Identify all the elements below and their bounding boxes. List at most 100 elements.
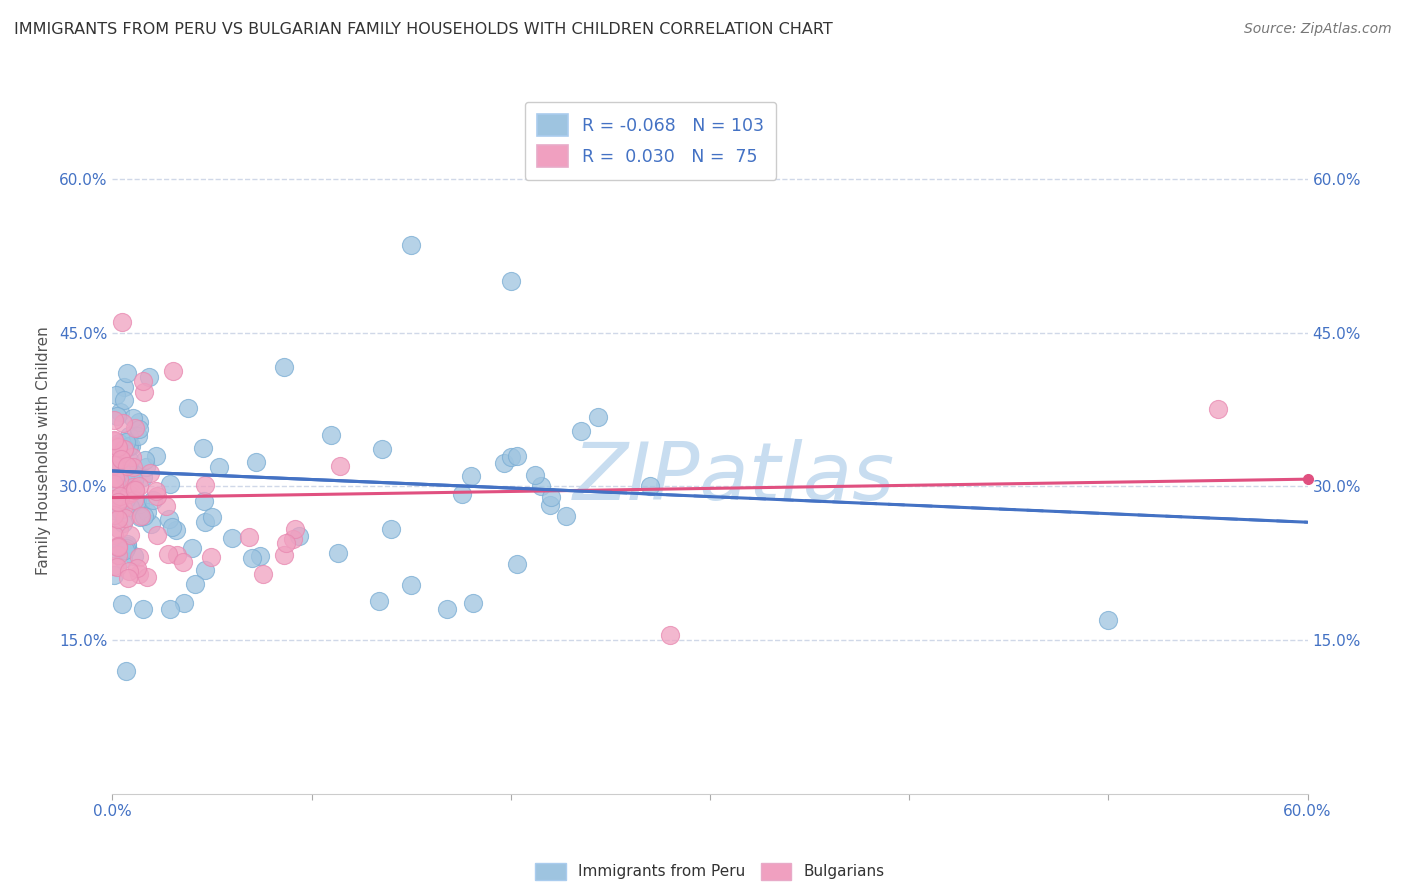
Point	[157, 547, 180, 561]
Point	[184, 576, 207, 591]
Point	[131, 375, 153, 389]
Point	[103, 453, 125, 467]
Point	[329, 458, 352, 473]
Point	[110, 538, 132, 552]
Point	[110, 447, 132, 461]
Point	[108, 472, 131, 486]
Point	[128, 566, 150, 581]
Point	[142, 492, 165, 507]
Point	[107, 541, 129, 555]
Point	[157, 512, 180, 526]
Point	[112, 416, 135, 430]
Point	[105, 439, 128, 453]
Point	[112, 442, 135, 457]
Point	[128, 416, 150, 430]
Point	[494, 456, 516, 470]
Point	[540, 490, 562, 504]
Point	[111, 315, 134, 329]
Point	[166, 548, 188, 562]
Point	[112, 393, 135, 408]
Point	[124, 420, 146, 434]
Legend: Immigrants from Peru, Bulgarians: Immigrants from Peru, Bulgarians	[529, 856, 891, 887]
Point	[1206, 402, 1229, 417]
Point	[115, 366, 138, 380]
Point	[108, 503, 131, 517]
Point	[103, 434, 125, 449]
Point	[1097, 613, 1119, 627]
Point	[108, 521, 131, 535]
Point	[134, 453, 156, 467]
Point	[194, 477, 217, 491]
Point	[273, 359, 295, 374]
Point	[120, 454, 142, 468]
Point	[105, 409, 128, 424]
Point	[122, 459, 145, 474]
Point	[103, 433, 125, 447]
Point	[181, 541, 204, 555]
Point	[117, 440, 139, 454]
Point	[319, 427, 342, 442]
Point	[115, 664, 138, 678]
Point	[136, 569, 159, 583]
Point	[281, 532, 304, 546]
Point	[108, 405, 131, 419]
Point	[249, 549, 271, 563]
Point	[108, 492, 131, 507]
Point	[112, 380, 135, 394]
Point	[110, 463, 132, 477]
Point	[103, 508, 125, 522]
Point	[193, 493, 215, 508]
Point	[105, 559, 128, 574]
Point	[107, 547, 129, 561]
Point	[114, 471, 136, 485]
Point	[112, 516, 135, 530]
Point	[107, 539, 129, 553]
Point	[120, 528, 142, 542]
Point	[208, 460, 231, 475]
Text: Source: ZipAtlas.com: Source: ZipAtlas.com	[1244, 22, 1392, 37]
Point	[111, 552, 134, 566]
Point	[284, 522, 307, 536]
Point	[103, 489, 125, 503]
Point	[172, 555, 194, 569]
Point	[191, 441, 214, 455]
Point	[132, 602, 155, 616]
Point	[107, 495, 129, 509]
Point	[128, 479, 150, 493]
Point	[240, 551, 263, 566]
Point	[117, 439, 139, 453]
Point	[115, 465, 138, 479]
Point	[124, 482, 146, 496]
Point	[103, 462, 125, 476]
Point	[121, 439, 143, 453]
Point	[103, 491, 125, 506]
Point	[120, 484, 142, 499]
Point	[128, 509, 150, 524]
Point	[145, 483, 167, 498]
Point	[120, 500, 142, 515]
Point	[115, 540, 138, 554]
Point	[451, 487, 474, 501]
Point	[118, 487, 141, 501]
Point	[110, 452, 132, 467]
Point	[107, 436, 129, 450]
Point	[326, 546, 349, 560]
Point	[136, 505, 159, 519]
Point	[122, 473, 145, 487]
Point	[132, 385, 155, 400]
Point	[463, 596, 485, 610]
Point	[127, 561, 149, 575]
Point	[114, 541, 136, 555]
Point	[245, 455, 267, 469]
Point	[588, 409, 610, 424]
Text: ZIPatlas: ZIPatlas	[572, 439, 896, 517]
Point	[132, 470, 155, 484]
Point	[200, 549, 222, 564]
Point	[155, 499, 177, 513]
Point	[127, 429, 149, 443]
Point	[114, 511, 136, 525]
Point	[162, 520, 183, 534]
Point	[107, 512, 129, 526]
Point	[128, 550, 150, 565]
Point	[107, 440, 129, 454]
